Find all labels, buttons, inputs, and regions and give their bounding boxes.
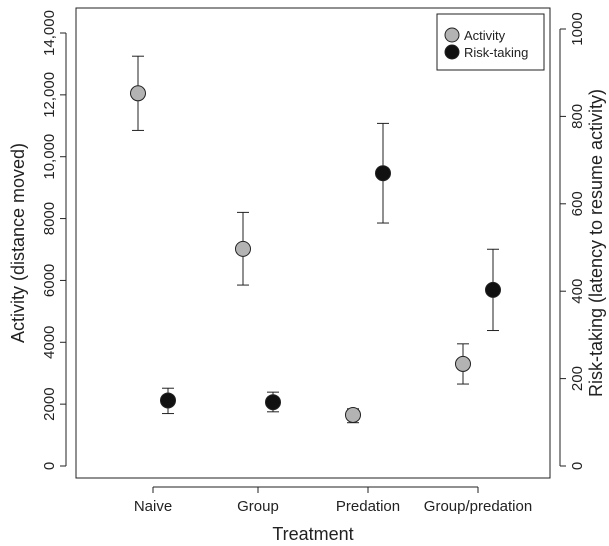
activity-point xyxy=(235,240,251,257)
risk-taking-point xyxy=(485,281,501,298)
legend-box xyxy=(436,13,545,71)
right-tick-label: 1000 xyxy=(569,12,586,45)
right-tick-label: 600 xyxy=(569,191,586,216)
right-tick-label: 400 xyxy=(569,279,586,304)
right-tick-label: 800 xyxy=(569,104,586,129)
activity-point xyxy=(130,85,146,102)
right-tick-label: 0 xyxy=(569,462,586,470)
left-axis: 0 2000 4000 6000 8000 10,000 12,000 14,000 xyxy=(41,10,67,470)
legend-risk-label: Risk-taking xyxy=(464,45,528,60)
right-tick-label: 200 xyxy=(569,366,586,391)
y2-axis-title: Risk-taking (latency to resume activity) xyxy=(586,89,606,397)
risk-taking-point xyxy=(375,165,391,182)
x-tick-label: Group xyxy=(237,498,279,515)
left-tick-label: 4000 xyxy=(41,326,58,359)
legend-risk-marker xyxy=(444,44,460,60)
legend-activity-marker xyxy=(444,27,460,43)
activity-point xyxy=(345,406,361,423)
x-axis: Naive Group Predation Group/predation xyxy=(134,486,532,515)
left-tick-label: 14,000 xyxy=(41,10,58,56)
risk-taking-point xyxy=(160,392,176,409)
y-axis-title: Activity (distance moved) xyxy=(8,143,28,343)
x-tick-label: Predation xyxy=(336,498,400,515)
x-tick-label: Group/predation xyxy=(424,498,532,515)
x-axis-title: Treatment xyxy=(272,524,353,544)
left-tick-label: 12,000 xyxy=(41,72,58,118)
right-axis: 0 200 400 600 800 1000 xyxy=(559,12,586,470)
left-tick-label: 6000 xyxy=(41,264,58,297)
risk-taking-point xyxy=(265,394,281,411)
data-marks xyxy=(130,55,501,424)
left-tick-label: 8000 xyxy=(41,202,58,235)
plot-frame xyxy=(75,7,551,479)
activity-point xyxy=(455,355,471,372)
left-tick-label: 0 xyxy=(41,462,58,470)
x-tick-label: Naive xyxy=(134,498,172,515)
legend: Activity Risk-taking xyxy=(436,13,545,71)
left-tick-label: 10,000 xyxy=(41,134,58,180)
left-tick-label: 2000 xyxy=(41,387,58,420)
legend-activity-label: Activity xyxy=(464,28,506,43)
